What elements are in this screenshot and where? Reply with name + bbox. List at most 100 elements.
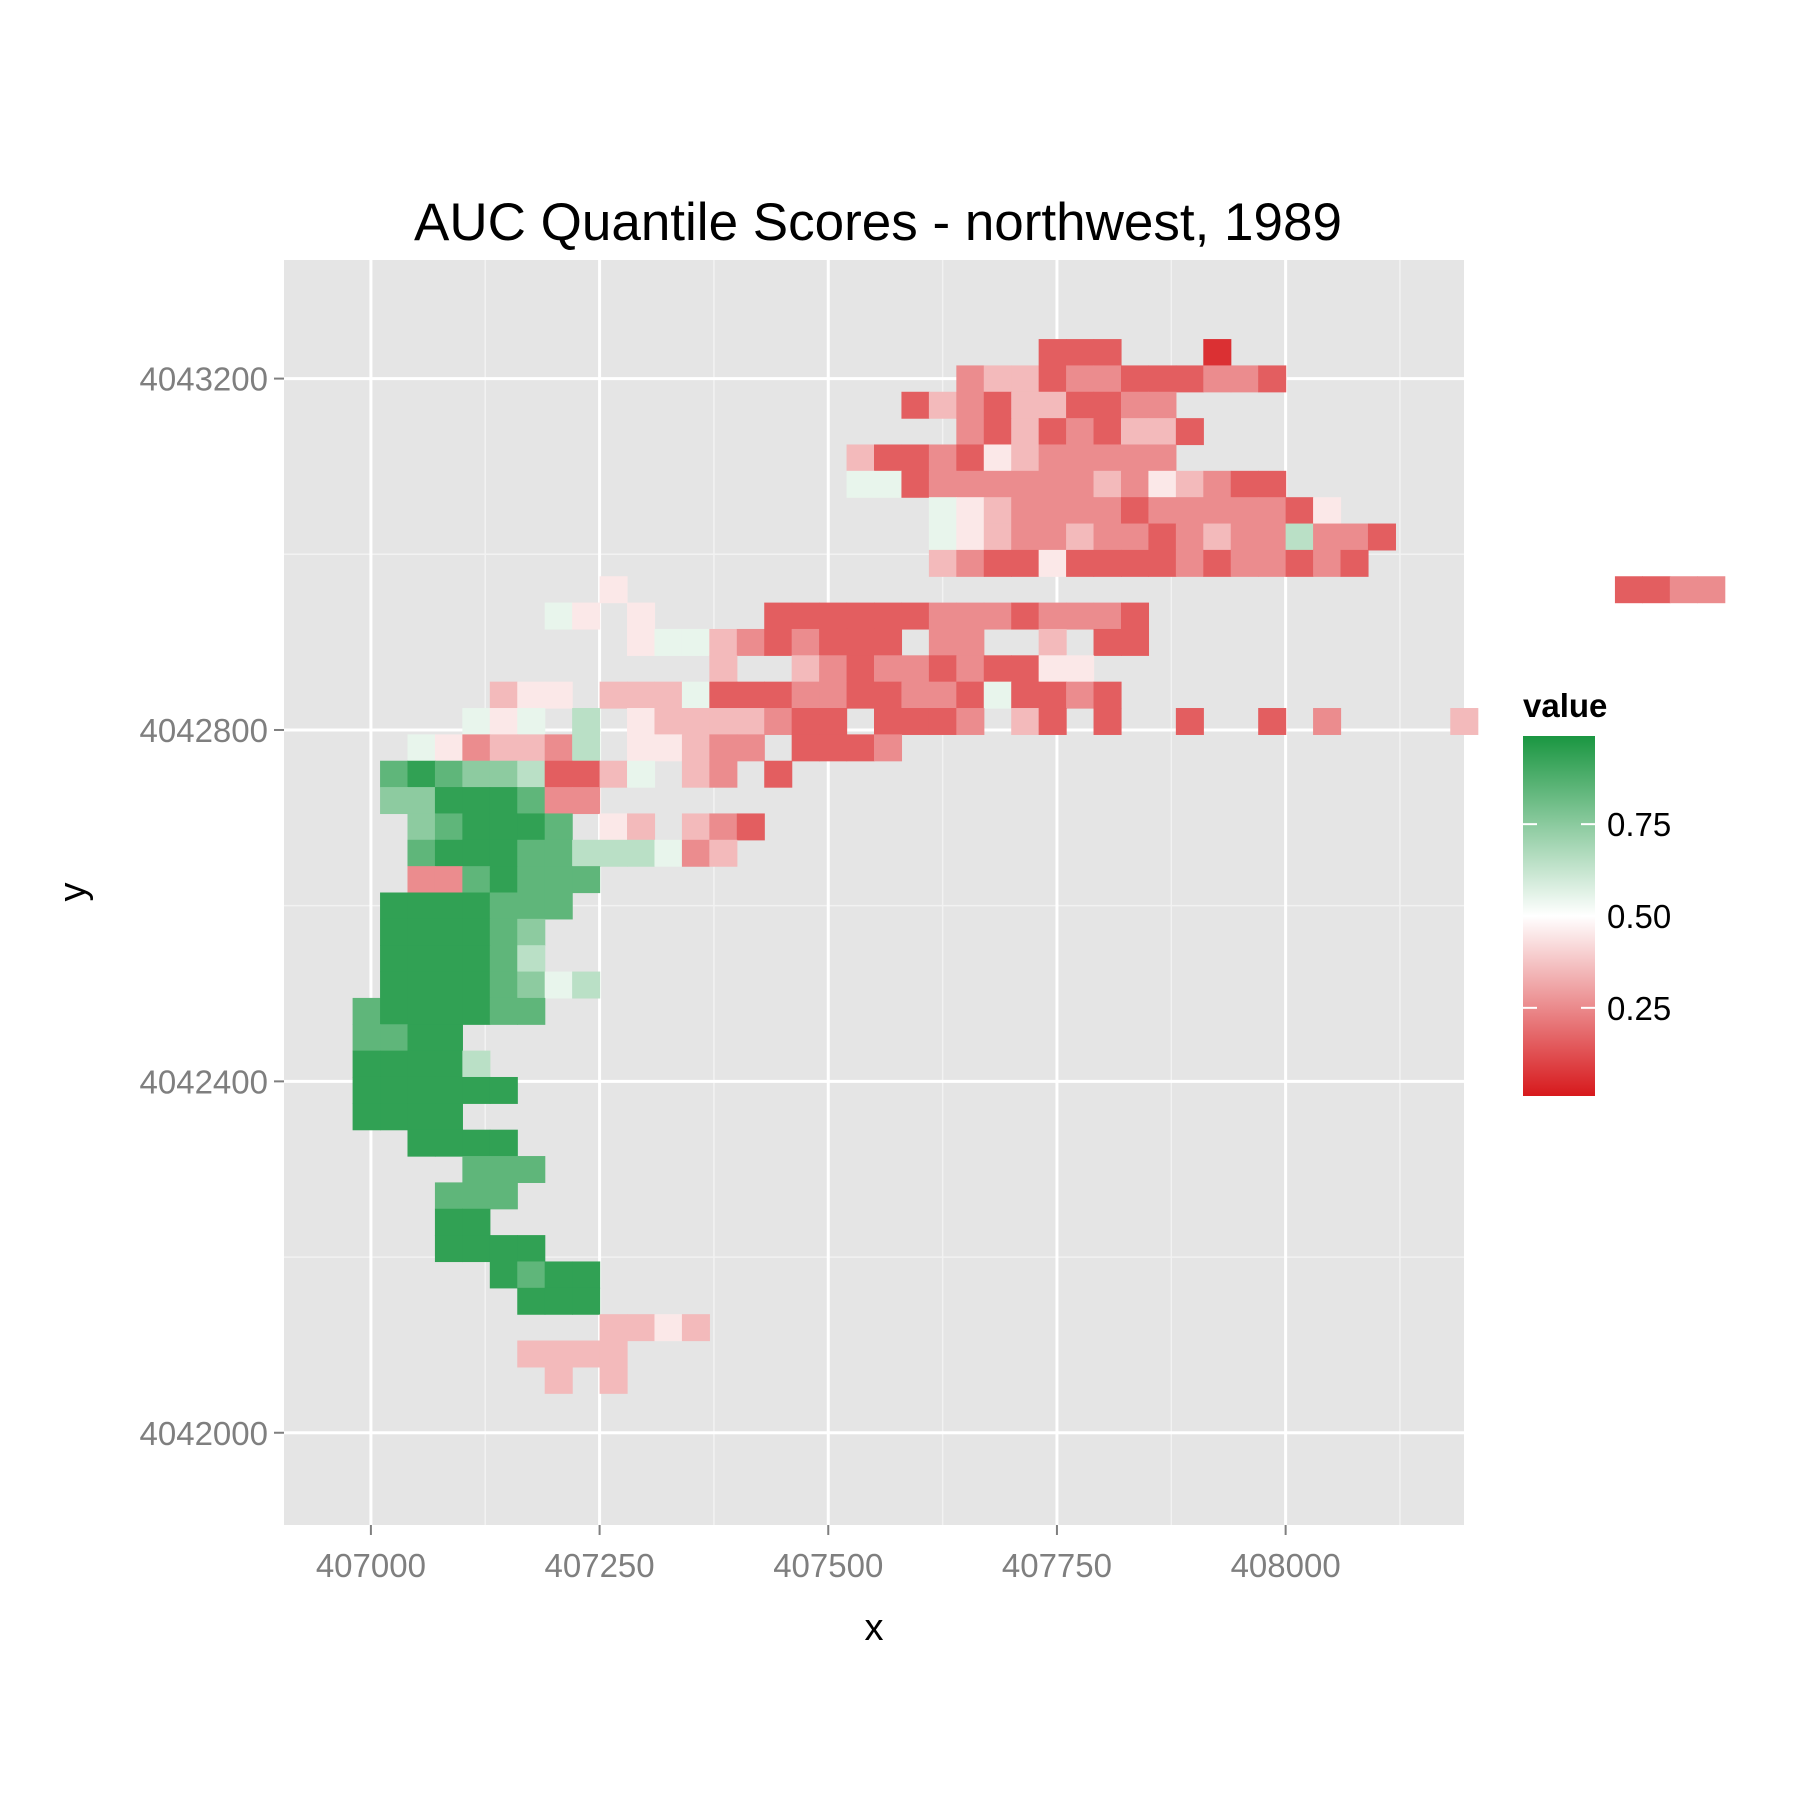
heatmap-tile: [956, 708, 985, 735]
heatmap-tile: [874, 602, 903, 630]
heatmap-tile: [462, 866, 491, 894]
heatmap-tile: [1148, 549, 1177, 577]
heatmap-tile: [627, 734, 656, 762]
heatmap-tile: [901, 602, 930, 630]
heatmap-tile: [709, 681, 738, 709]
heatmap-tile: [434, 787, 463, 815]
heatmap-tile: [489, 1235, 518, 1263]
heatmap-tile: [874, 444, 903, 472]
heatmap-tile: [654, 1314, 683, 1342]
heatmap-tile: [462, 1050, 491, 1078]
heatmap-tile: [434, 1208, 463, 1236]
heatmap-tile: [1066, 391, 1095, 419]
heatmap-tile: [380, 918, 409, 946]
heatmap-tile: [709, 628, 738, 656]
heatmap-tile: [517, 1261, 546, 1289]
heatmap-tile: [1258, 523, 1287, 551]
y-axis: 4042000 4042400 4042800 4043200: [140, 361, 284, 1452]
heatmap-tile: [544, 787, 573, 815]
heatmap-tile: [1230, 523, 1259, 551]
heatmap-tile: [874, 470, 903, 498]
heatmap-tile: [1093, 681, 1122, 709]
heatmap-tile: [1120, 444, 1150, 472]
heatmap-tile: [462, 1156, 491, 1183]
heatmap-tile: [819, 681, 848, 709]
heatmap-tile: [489, 734, 518, 762]
heatmap-tile: [517, 839, 546, 867]
heatmap-tile: [846, 628, 875, 656]
heatmap-tile: [572, 1261, 601, 1289]
heatmap-tile: [462, 971, 491, 999]
heatmap-tile: [1038, 418, 1067, 446]
heatmap-tile: [462, 1208, 491, 1236]
heatmap-tile: [983, 365, 1012, 393]
heatmap-tile: [1148, 418, 1177, 446]
heatmap-tile: [1203, 523, 1232, 551]
heatmap-tile: [983, 523, 1012, 551]
heatmap-tile: [1367, 523, 1396, 551]
heatmap-tile: [1066, 681, 1095, 709]
heatmap-tile: [1614, 576, 1643, 604]
heatmap-tile: [434, 1182, 463, 1210]
heatmap-tile: [462, 892, 491, 920]
heatmap-tile: [489, 839, 518, 867]
heatmap-tile: [709, 734, 738, 762]
y-tick-label: 4043200: [140, 361, 268, 398]
heatmap-tile: [874, 628, 903, 656]
heatmap-tile: [1258, 708, 1287, 735]
heatmap-tile: [544, 1340, 573, 1368]
heatmap-tile: [1066, 602, 1095, 630]
heatmap-tile: [517, 681, 546, 709]
heatmap-tile: [407, 760, 436, 788]
heatmap-tile: [489, 866, 518, 894]
heatmap-tile: [1230, 549, 1259, 577]
heatmap-tile: [434, 1103, 463, 1131]
heatmap-tile: [1203, 470, 1232, 498]
color-legend: value 0.25 0.50 0.75: [1523, 687, 1671, 1096]
heatmap-tile: [1120, 549, 1150, 577]
heatmap-tile: [517, 892, 546, 920]
heatmap-tile: [681, 839, 710, 867]
heatmap-tile: [956, 365, 985, 393]
heatmap-tile: [1120, 628, 1150, 656]
heatmap-tile: [1011, 444, 1040, 472]
heatmap-tile: [434, 734, 463, 762]
heatmap-tile: [572, 971, 601, 999]
heatmap-tile: [572, 734, 601, 762]
heatmap-tile: [901, 470, 930, 498]
heatmap-tile: [901, 655, 930, 683]
heatmap-tile: [407, 945, 436, 973]
heatmap-tile: [489, 760, 518, 788]
heatmap-tile: [764, 628, 793, 656]
heatmap-tile: [572, 602, 601, 630]
heatmap-tile: [1038, 444, 1067, 472]
heatmap-tile: [599, 1366, 628, 1394]
heatmap-tile: [1258, 549, 1287, 577]
heatmap-tile: [764, 708, 793, 735]
heatmap-tile: [434, 1235, 463, 1263]
heatmap-tile: [517, 813, 546, 841]
heatmap-tile: [1313, 497, 1342, 525]
heatmap-tile: [1093, 497, 1122, 525]
heatmap-tile: [627, 681, 656, 709]
heatmap-tile: [489, 918, 518, 946]
heatmap-tile: [846, 444, 875, 472]
heatmap-tile: [1148, 497, 1177, 525]
heatmap-tile: [517, 734, 546, 762]
heatmap-tile: [462, 708, 491, 735]
heatmap-tile: [956, 549, 985, 577]
heatmap-tile: [983, 470, 1012, 498]
heatmap-tile: [627, 760, 656, 788]
heatmap-tile: [681, 760, 710, 788]
heatmap-tile: [517, 787, 546, 815]
heatmap-tile: [1038, 470, 1067, 498]
heatmap-tile: [462, 1235, 491, 1263]
heatmap-tile: [380, 1103, 409, 1131]
heatmap-tile: [764, 602, 793, 630]
heatmap-tile: [407, 1050, 436, 1078]
heatmap-tile: [434, 1076, 463, 1104]
heatmap-tile: [1066, 444, 1095, 472]
heatmap-tile: [434, 945, 463, 973]
heatmap-tile: [1011, 523, 1040, 551]
